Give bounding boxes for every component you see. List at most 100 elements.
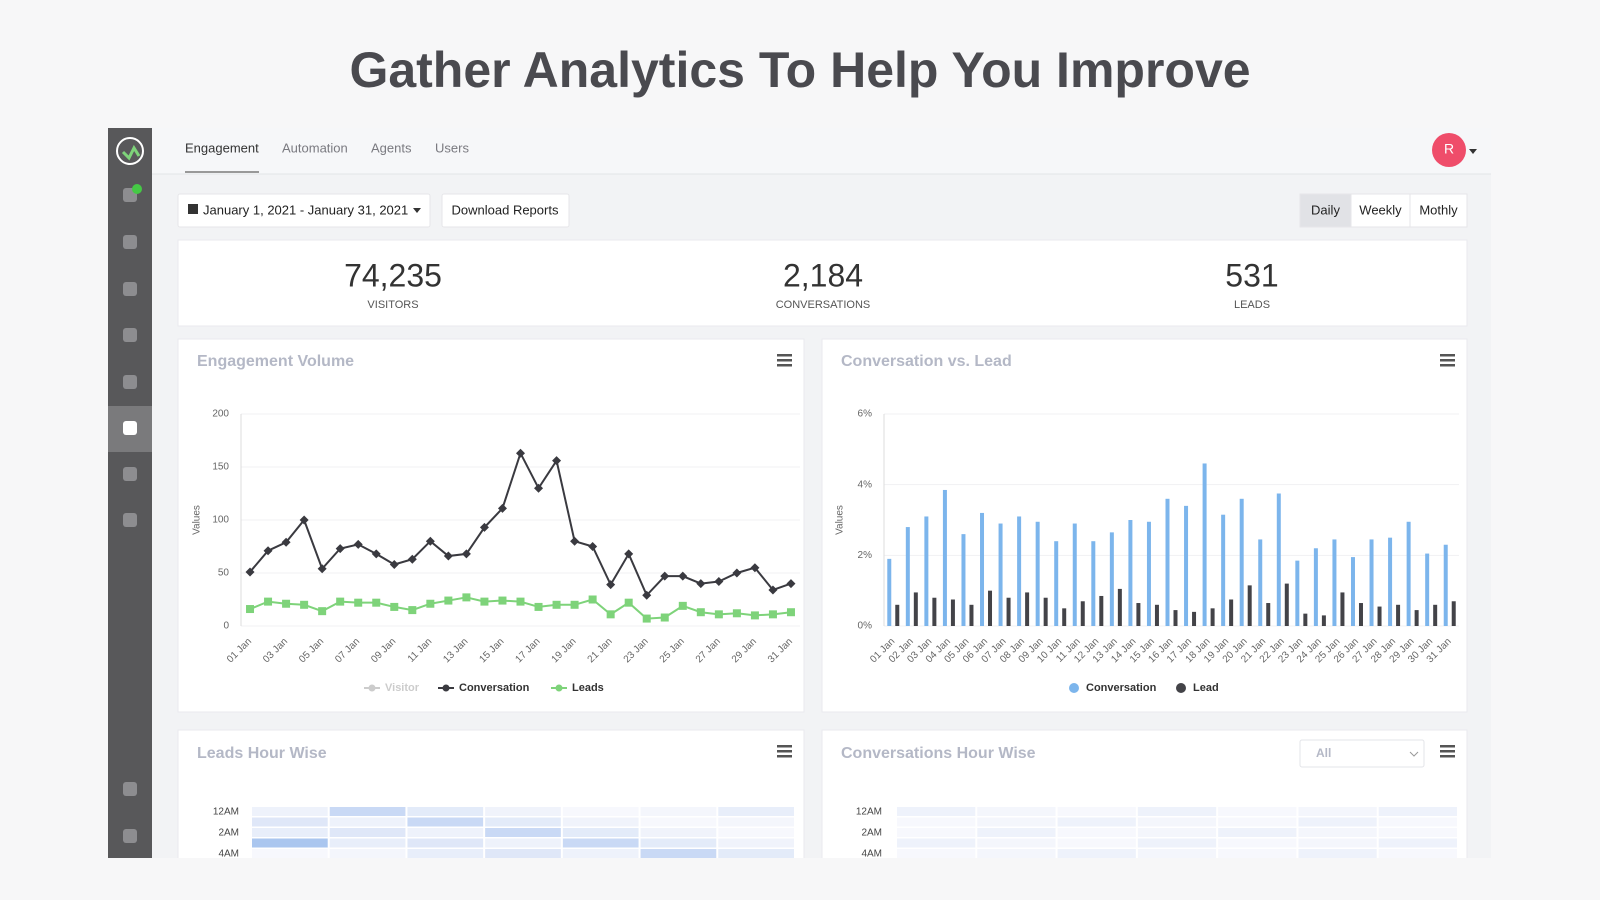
period-button[interactable] — [1409, 193, 1468, 228]
menu-icon[interactable] — [1440, 359, 1455, 362]
bar — [1396, 604, 1401, 626]
menu-icon[interactable] — [1440, 364, 1455, 367]
logo — [116, 137, 144, 165]
legend-label[interactable]: Lead — [1193, 682, 1219, 694]
heatmap-cell — [718, 849, 794, 858]
bar — [1284, 583, 1289, 626]
menu-icon[interactable] — [777, 755, 792, 758]
filter-label: All — [1316, 746, 1331, 760]
menu-icon[interactable] — [1440, 755, 1455, 758]
legend-label[interactable]: Conversation — [459, 682, 530, 694]
sidebar-icon[interactable] — [123, 421, 137, 435]
nav-tab[interactable]: Engagement — [185, 140, 259, 155]
bar — [1062, 608, 1067, 626]
heatmap-title: Leads Hour Wise — [197, 745, 327, 762]
bar — [1017, 516, 1022, 626]
point — [479, 522, 489, 532]
sidebar-icon[interactable] — [123, 782, 137, 796]
date-caret — [413, 208, 421, 213]
heatmap-cell — [1298, 860, 1376, 869]
point — [354, 598, 363, 607]
sidebar-icon[interactable] — [123, 282, 137, 296]
heatmap-cell — [329, 849, 406, 858]
menu-icon[interactable] — [1440, 354, 1455, 357]
y-axis-title: Values — [835, 505, 846, 535]
legend-symbol[interactable] — [1176, 683, 1186, 693]
heatmap-cell — [329, 838, 406, 848]
bar — [905, 527, 910, 626]
sidebar-icon[interactable] — [123, 328, 137, 342]
point — [372, 598, 381, 607]
point — [606, 610, 615, 619]
heatmap-row-label: 12AM — [213, 807, 239, 818]
legend-label[interactable]: Leads — [572, 682, 604, 694]
point — [408, 606, 417, 615]
menu-icon[interactable] — [777, 745, 792, 748]
point — [390, 602, 399, 611]
legend-label[interactable]: Conversation — [1086, 682, 1157, 694]
heatmap-row-label: 2AM — [861, 828, 882, 839]
filter-caret — [1409, 751, 1419, 757]
menu-icon[interactable] — [777, 750, 792, 753]
legend-label[interactable]: Visitor — [385, 682, 420, 694]
sidebar-icon[interactable] — [123, 467, 137, 481]
card — [821, 338, 1468, 713]
nav-tab[interactable]: Users — [435, 140, 469, 155]
sidebar-icon[interactable] — [123, 829, 137, 843]
heatmap-cell — [1218, 828, 1297, 837]
menu-icon[interactable] — [777, 364, 792, 367]
bar — [1128, 520, 1133, 626]
heatmap-cell — [1057, 828, 1136, 837]
menu-icon[interactable] — [1440, 750, 1455, 753]
heatmap-cell — [977, 828, 1056, 837]
heatmap-cell — [977, 838, 1056, 848]
heatmap-cell — [562, 828, 639, 837]
bar — [1025, 592, 1030, 626]
heatmap-cell — [562, 849, 639, 858]
heatmap-cell — [718, 807, 794, 816]
date-range-button[interactable] — [177, 193, 431, 228]
period-button[interactable] — [1299, 193, 1352, 228]
menu-icon[interactable] — [1440, 745, 1455, 748]
bar — [1210, 608, 1215, 626]
sidebar-icon[interactable] — [123, 513, 137, 527]
y-axis-title: Values — [192, 505, 203, 535]
heatmap-cell — [330, 860, 406, 869]
bar — [1117, 588, 1122, 626]
heatmap-cell — [1218, 838, 1297, 848]
menu-icon[interactable] — [777, 354, 792, 357]
period-label: Weekly — [1359, 202, 1402, 217]
point — [678, 601, 687, 610]
bar — [1258, 539, 1263, 626]
sidebar-icon[interactable] — [123, 375, 137, 389]
menu-icon[interactable] — [777, 359, 792, 362]
date-range: January 1, 2021 - January 31, 2021 — [203, 202, 408, 217]
heatmap-cell — [897, 860, 975, 869]
point — [462, 593, 471, 602]
bar — [1091, 541, 1096, 626]
nav-tab[interactable]: Agents — [371, 140, 412, 155]
sidebar-icon[interactable] — [123, 235, 137, 249]
heatmap-cell — [977, 860, 1055, 869]
logo-mark — [121, 144, 141, 161]
nav-tab[interactable]: Automation — [282, 140, 348, 155]
heatmap-cell — [1298, 817, 1377, 827]
heatmap-cell — [1057, 807, 1136, 816]
bar — [1443, 544, 1448, 626]
bar — [1229, 599, 1234, 626]
bar — [1054, 541, 1059, 626]
bar — [1369, 539, 1374, 626]
bar — [1080, 601, 1085, 626]
y-tick-label: 0 — [223, 621, 229, 632]
point — [534, 483, 544, 493]
download-button[interactable] — [441, 193, 570, 228]
legend-symbol[interactable] — [1069, 683, 1079, 693]
heatmap-cell — [1378, 838, 1457, 848]
avatar[interactable] — [1432, 133, 1466, 167]
chart-title: Conversation vs. Lead — [841, 353, 1012, 370]
point — [461, 549, 471, 559]
bar — [1099, 595, 1104, 626]
bar — [1303, 613, 1308, 626]
filter-select[interactable] — [1299, 739, 1425, 768]
bar — [1006, 597, 1011, 626]
